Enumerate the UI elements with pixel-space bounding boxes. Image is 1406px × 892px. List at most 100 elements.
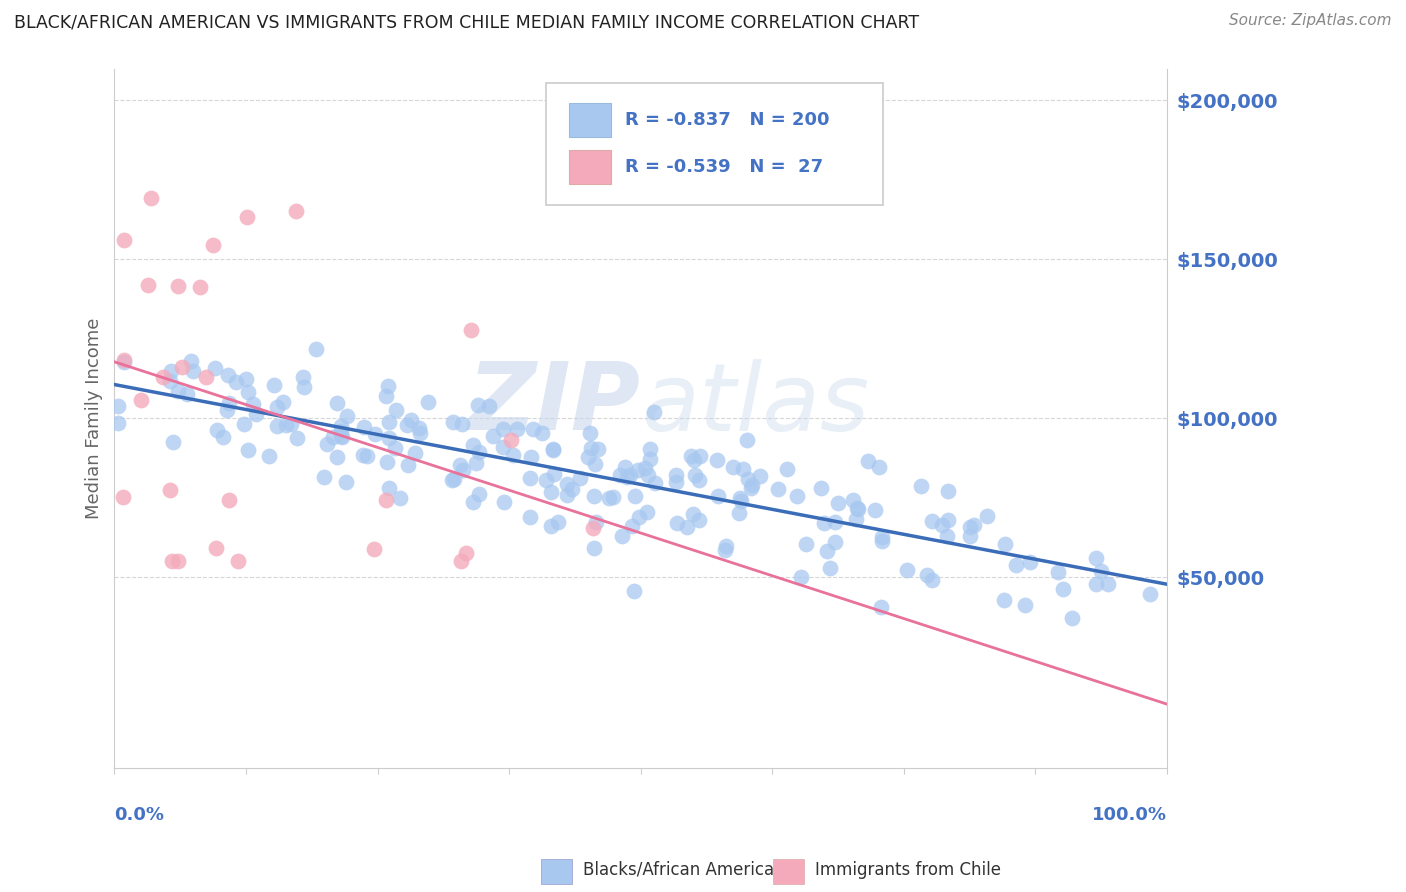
Point <box>586 442 609 457</box>
Point <box>449 458 471 472</box>
FancyBboxPatch shape <box>546 82 883 205</box>
Point <box>416 395 439 409</box>
Point <box>218 368 240 383</box>
Point <box>242 396 264 410</box>
Point <box>336 409 359 424</box>
Point <box>363 427 385 442</box>
Point <box>1062 611 1084 625</box>
Text: Immigrants from Chile: Immigrants from Chile <box>794 861 1001 879</box>
Point <box>378 415 401 429</box>
Point <box>152 370 174 384</box>
Point <box>789 570 811 584</box>
Point <box>541 442 564 457</box>
Text: R = -0.539   N =  27: R = -0.539 N = 27 <box>624 158 823 176</box>
Point <box>463 495 485 509</box>
Point <box>467 398 489 412</box>
Point <box>827 496 849 510</box>
Point <box>519 471 541 485</box>
Point <box>395 418 418 433</box>
Point <box>172 359 194 374</box>
Point <box>846 502 869 516</box>
Point <box>921 573 943 587</box>
Point <box>813 516 835 531</box>
FancyBboxPatch shape <box>569 103 612 137</box>
Point <box>534 474 557 488</box>
Point <box>112 234 135 248</box>
Point <box>614 459 637 474</box>
Point <box>225 376 247 390</box>
Point <box>1085 577 1108 591</box>
Point <box>689 450 711 464</box>
Point <box>314 470 336 484</box>
Point <box>728 506 751 520</box>
Point <box>815 544 838 558</box>
Point <box>910 478 932 492</box>
Point <box>1084 551 1107 566</box>
Text: 100.0%: 100.0% <box>1092 806 1167 824</box>
Point <box>665 516 688 530</box>
Text: R = -0.837   N = 200: R = -0.837 N = 200 <box>624 112 830 129</box>
Point <box>714 543 737 558</box>
Point <box>688 473 710 487</box>
Point <box>582 541 605 556</box>
Point <box>938 483 960 498</box>
Point <box>238 384 260 399</box>
Point <box>207 423 229 437</box>
Point <box>461 438 484 452</box>
Point <box>627 463 650 477</box>
Point <box>236 443 259 458</box>
Point <box>236 210 259 224</box>
Point <box>481 429 503 443</box>
Point <box>582 521 605 535</box>
Point <box>233 417 256 431</box>
Point <box>824 515 846 529</box>
Point <box>749 469 772 483</box>
Point <box>543 467 565 481</box>
Point <box>384 441 406 455</box>
Point <box>585 515 607 529</box>
Point <box>385 402 408 417</box>
Point <box>685 468 707 483</box>
Point <box>356 449 378 463</box>
Point <box>628 509 651 524</box>
Point <box>112 355 135 369</box>
Point <box>735 434 758 448</box>
Text: Source: ZipAtlas.com: Source: ZipAtlas.com <box>1229 13 1392 29</box>
Text: atlas: atlas <box>641 359 869 450</box>
Point <box>741 478 763 492</box>
Point <box>1004 558 1026 573</box>
Point <box>266 400 288 414</box>
Point <box>245 407 267 421</box>
Point <box>492 440 515 454</box>
Point <box>374 389 396 403</box>
Point <box>786 489 808 503</box>
Point <box>870 599 893 614</box>
Point <box>582 489 605 503</box>
Point <box>218 396 240 410</box>
Point <box>555 488 578 502</box>
Point <box>375 455 398 469</box>
Point <box>688 513 710 527</box>
Point <box>450 554 472 568</box>
Point <box>162 434 184 449</box>
Point <box>292 380 315 394</box>
Point <box>868 459 890 474</box>
Point <box>215 403 238 417</box>
Point <box>456 546 478 560</box>
Point <box>280 417 302 431</box>
Point <box>468 445 491 459</box>
Point <box>818 561 841 575</box>
Point <box>963 517 986 532</box>
Point <box>644 475 666 490</box>
Point <box>389 491 412 505</box>
Point <box>226 554 249 568</box>
Point <box>464 456 486 470</box>
Point <box>201 237 224 252</box>
Text: ZIP: ZIP <box>468 358 641 450</box>
Point <box>375 493 398 508</box>
Point <box>579 425 602 440</box>
Point <box>583 457 606 471</box>
Point <box>440 473 463 487</box>
Point <box>316 436 339 450</box>
Point <box>568 471 591 485</box>
